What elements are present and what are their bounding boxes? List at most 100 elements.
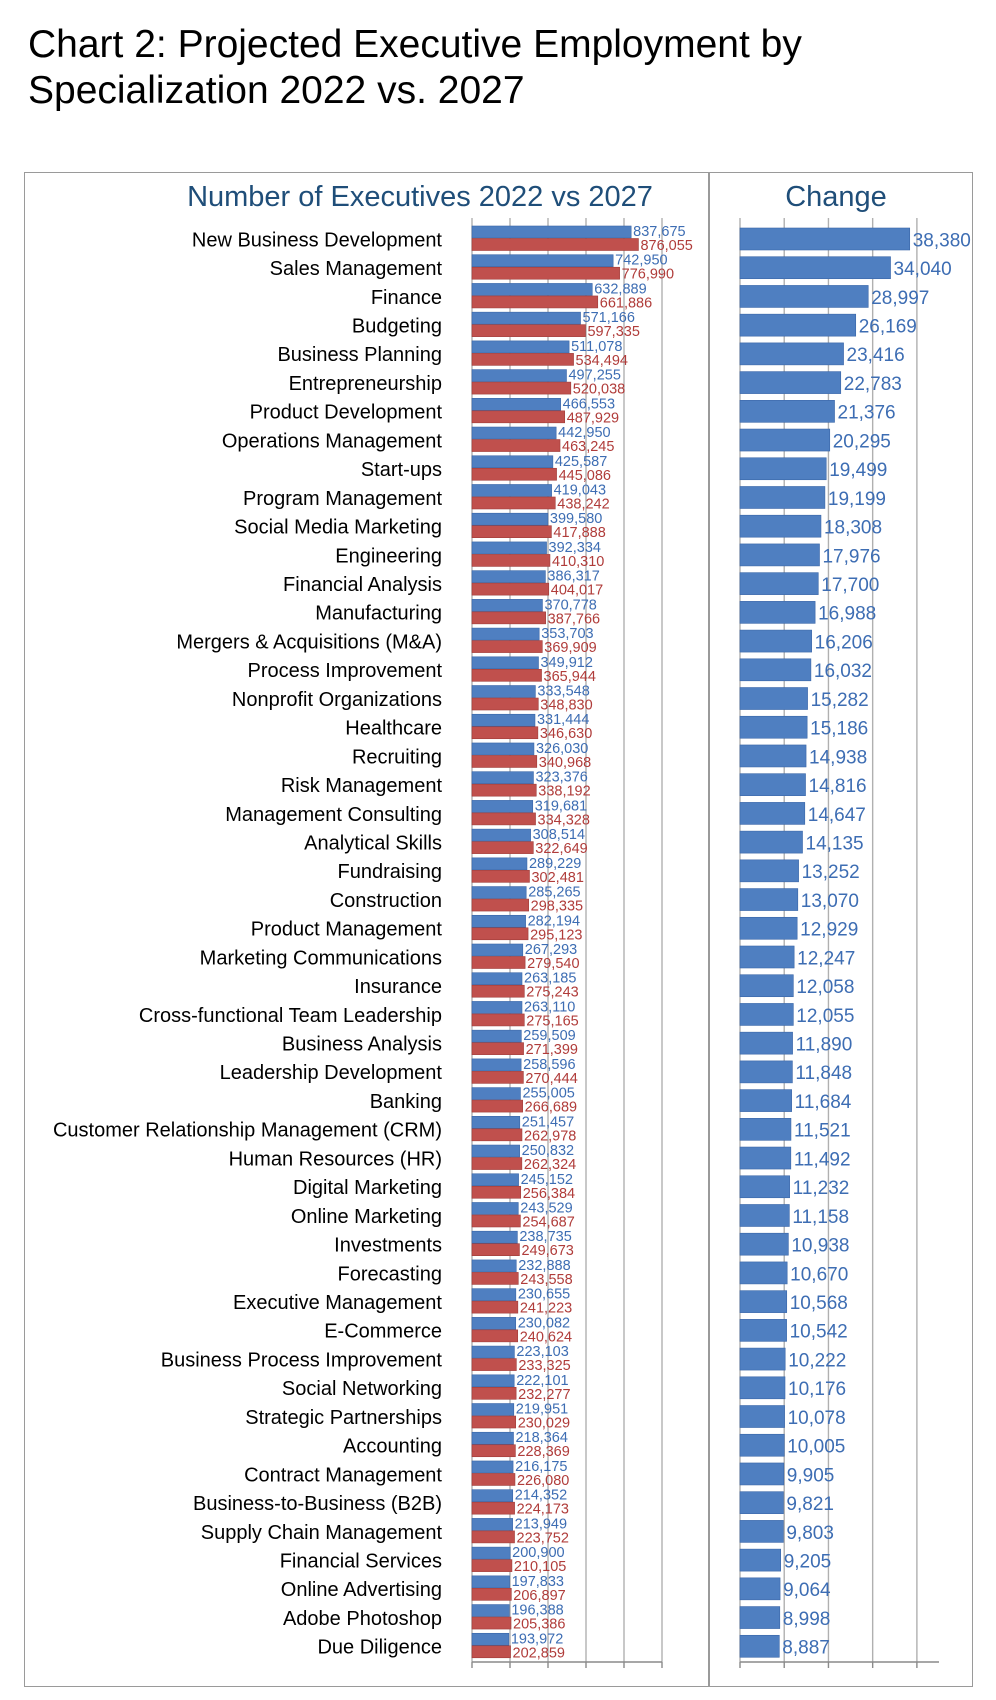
bar-change	[739, 514, 822, 538]
bar-change	[739, 1606, 781, 1629]
bar-2027	[471, 324, 586, 337]
data-label-2022: 200,900	[512, 1545, 564, 1561]
data-label-2027: 776,990	[622, 267, 674, 283]
data-label-2022: 263,110	[524, 999, 575, 1015]
data-label-2027: 271,399	[526, 1042, 578, 1058]
bar-change	[739, 916, 798, 940]
category-label: Accounting	[343, 1436, 442, 1458]
category-label: Manufacturing	[315, 603, 442, 625]
bar-change	[739, 1261, 788, 1285]
bar-2027	[471, 611, 546, 625]
bar-2027	[471, 1559, 513, 1572]
bar-2027	[471, 496, 556, 510]
bar-2027	[471, 1272, 519, 1285]
data-label-2027: 348,830	[540, 698, 592, 714]
data-label-2022: 308,514	[533, 827, 585, 843]
data-label-change: 17,700	[821, 575, 879, 596]
data-label-2022: 353,703	[541, 626, 593, 642]
category-label: Adobe Photoshop	[283, 1608, 442, 1630]
data-label-2027: 387,766	[548, 611, 600, 627]
bar-change	[739, 945, 795, 969]
data-label-2022: 238,735	[519, 1229, 571, 1245]
category-label: Financial Services	[280, 1550, 442, 1572]
data-label-2022: 245,152	[521, 1172, 573, 1188]
data-label-2022: 497,255	[568, 368, 620, 384]
data-label-2022: 216,175	[515, 1459, 567, 1475]
bar-2027	[471, 697, 539, 711]
bar-change	[739, 572, 819, 595]
bar-change	[739, 543, 820, 567]
bar-change	[739, 457, 827, 481]
data-label-2022: 333,548	[537, 684, 589, 700]
category-label: Marketing Communications	[200, 947, 442, 969]
bar-2027	[471, 640, 543, 653]
category-label: Construction	[330, 890, 442, 912]
data-label-change: 10,005	[787, 1437, 845, 1458]
data-label-2027: 233,325	[518, 1358, 570, 1374]
bar-change	[739, 687, 808, 710]
bar-2022	[471, 426, 557, 440]
bar-2022	[471, 1230, 518, 1244]
bar-change	[739, 715, 808, 739]
data-label-2022: 243,529	[520, 1200, 572, 1216]
data-label-2022: 571,166	[583, 310, 635, 326]
bar-change	[739, 1405, 785, 1428]
data-label-2027: 597,335	[587, 324, 639, 340]
data-label-change: 14,816	[809, 776, 867, 797]
bar-2027	[471, 1013, 525, 1027]
bar-2022	[471, 656, 539, 670]
chart-title-change: Change	[785, 181, 887, 213]
data-label-change: 9,064	[783, 1580, 831, 1601]
bar-change	[739, 629, 812, 653]
data-label-2027: 417,888	[553, 525, 605, 541]
data-label-change: 10,078	[788, 1408, 846, 1429]
data-label-2027: 243,558	[520, 1272, 572, 1288]
bar-change	[739, 1290, 788, 1313]
category-label: Supply Chain Management	[201, 1522, 443, 1544]
category-label: E-Commerce	[324, 1321, 442, 1343]
data-label-2027: 295,123	[530, 927, 582, 943]
bar-2022	[471, 340, 570, 354]
data-label-2027: 302,481	[531, 870, 583, 886]
data-label-2027: 334,328	[538, 812, 590, 828]
category-label: Healthcare	[345, 718, 442, 740]
data-label-2027: 275,243	[526, 985, 578, 1001]
bar-2027	[471, 1099, 523, 1113]
bar-2027	[471, 1042, 524, 1055]
bar-2027	[471, 554, 551, 567]
bar-change	[739, 802, 806, 825]
category-label: Online Advertising	[281, 1579, 442, 1601]
bar-change	[739, 773, 806, 796]
bar-change	[739, 1548, 782, 1572]
data-label-change: 11,232	[793, 1178, 850, 1199]
data-label-2022: 219,951	[516, 1402, 568, 1418]
category-label: Due Diligence	[317, 1637, 442, 1659]
data-label-2022: 285,265	[528, 885, 580, 901]
data-label-change: 9,821	[786, 1494, 834, 1515]
category-label: New Business Development	[192, 229, 443, 251]
category-label: Operations Management	[222, 430, 443, 452]
data-label-2022: 250,832	[522, 1143, 574, 1159]
data-label-2027: 223,752	[517, 1530, 569, 1546]
data-label-2027: 230,029	[518, 1416, 570, 1432]
category-label: Risk Management	[281, 775, 443, 797]
bar-change	[739, 830, 803, 854]
bar-2022	[471, 1317, 517, 1330]
bar-2027	[471, 1473, 516, 1486]
data-label-2027: 254,687	[522, 1214, 574, 1230]
bar-change	[739, 1634, 780, 1658]
bar-2022	[471, 713, 536, 727]
bar-2022	[471, 627, 540, 641]
data-label-2022: 197,833	[512, 1574, 564, 1590]
bar-change	[739, 486, 826, 509]
bar-2027	[471, 755, 538, 768]
bar-2022	[471, 1374, 515, 1388]
category-label: Insurance	[354, 976, 442, 998]
data-label-change: 14,938	[809, 747, 867, 768]
data-label-2027: 232,277	[518, 1387, 570, 1403]
bar-2027	[471, 1645, 511, 1659]
category-label: Business Process Improvement	[161, 1349, 443, 1371]
data-label-2022: 742,950	[615, 253, 667, 269]
bar-2022	[471, 225, 632, 239]
bar-2022	[471, 398, 561, 411]
